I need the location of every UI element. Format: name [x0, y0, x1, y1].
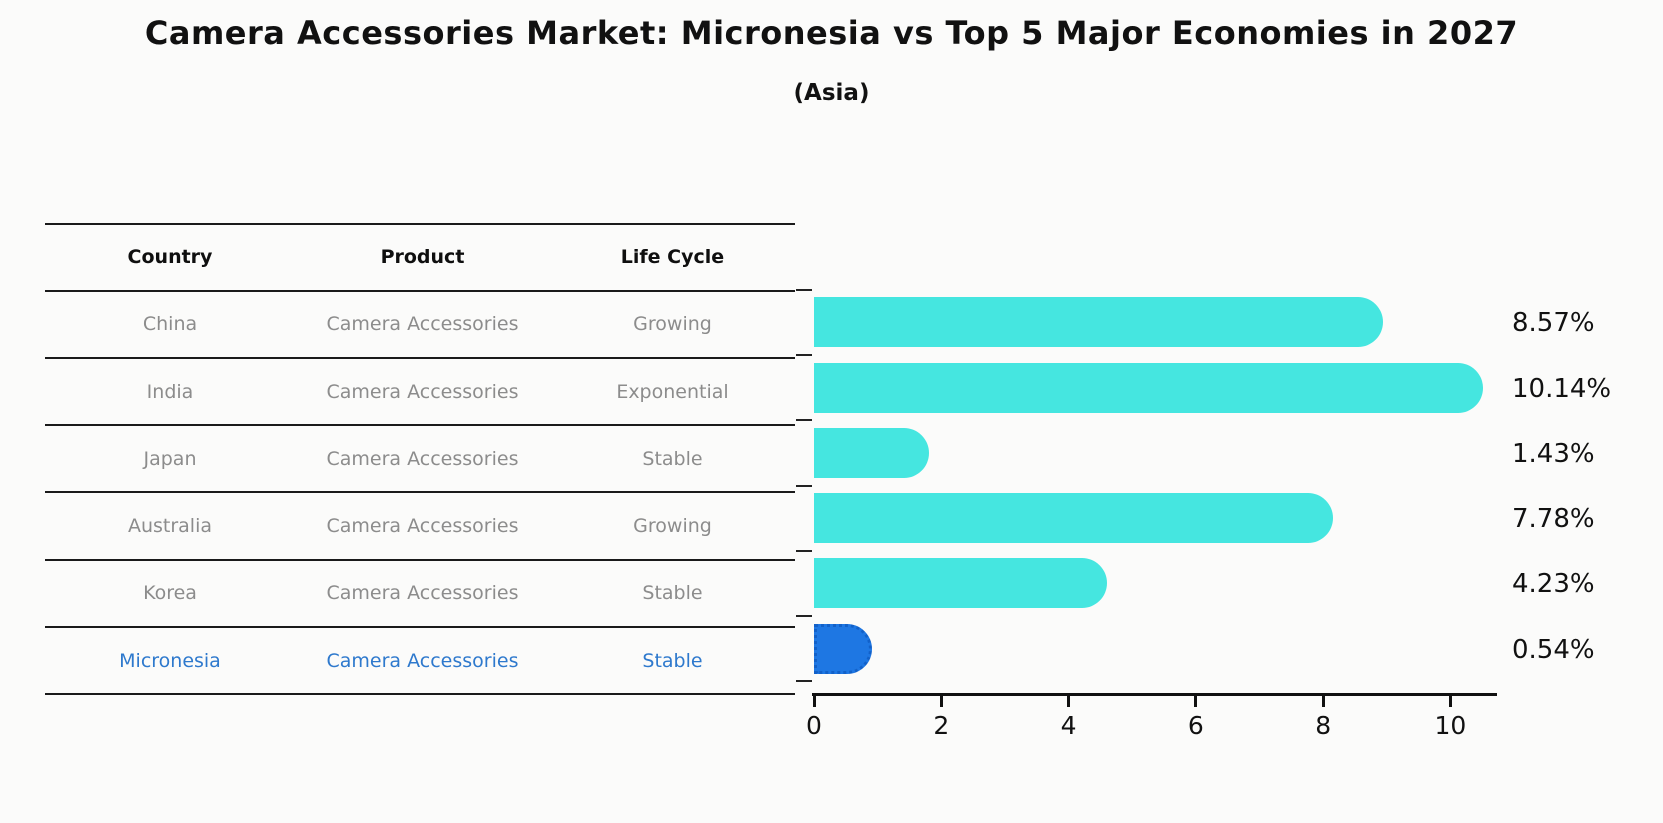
- bar-value-label: 10.14%: [1512, 373, 1612, 404]
- cell-life-cycle: Growing: [633, 515, 712, 538]
- x-tick-label: 8: [1315, 711, 1332, 740]
- x-axis-line: [812, 693, 1497, 696]
- cell-product: Camera Accessories: [326, 380, 519, 403]
- y-axis-tick: [796, 353, 812, 356]
- country-table: Country Product Life Cycle China Camera …: [45, 223, 795, 696]
- bar: [814, 427, 929, 478]
- x-axis-tick: [1448, 696, 1452, 707]
- x-axis-tick: [812, 696, 816, 707]
- cell-country: Japan: [143, 447, 197, 470]
- x-tick-label: 2: [933, 711, 950, 740]
- y-axis-tick: [796, 549, 812, 552]
- bar-value-label: 8.57%: [1512, 308, 1595, 339]
- bar: [814, 362, 1484, 413]
- table-row-china: China Camera Accessories Growing: [45, 289, 795, 357]
- header-product: Product: [380, 246, 465, 269]
- chart-subtitle: (Asia): [793, 80, 870, 106]
- header-life-cycle: Life Cycle: [620, 246, 725, 269]
- x-tick-label: 10: [1434, 711, 1467, 740]
- cell-product: Camera Accessories: [326, 313, 519, 336]
- cell-life-cycle: Exponential: [616, 380, 729, 403]
- bar: [814, 623, 873, 674]
- cell-product: Camera Accessories: [326, 447, 519, 470]
- bar: [814, 297, 1384, 348]
- x-axis-tick: [1067, 696, 1071, 707]
- header-country: Country: [127, 246, 213, 269]
- x-axis-tick: [1194, 696, 1198, 707]
- table-row-korea: Korea Camera Accessories Stable: [45, 558, 795, 626]
- x-tick-label: 0: [806, 711, 822, 740]
- cell-product: Camera Accessories: [326, 515, 519, 538]
- cell-country: China: [142, 313, 198, 336]
- bar-value-label: 7.78%: [1512, 504, 1595, 535]
- bar-value-label: 4.23%: [1512, 569, 1595, 600]
- cell-country: India: [146, 380, 194, 403]
- bar-value-label: 1.43%: [1512, 438, 1595, 469]
- chart-title: Camera Accessories Market: Micronesia vs…: [144, 14, 1519, 52]
- table-row-micronesia: Micronesia Camera Accessories Stable: [45, 626, 795, 693]
- cell-country: Australia: [127, 515, 213, 538]
- table-header-row: Country Product Life Cycle: [45, 223, 795, 290]
- cell-life-cycle: Stable: [642, 582, 703, 605]
- cell-country: Korea: [143, 582, 197, 605]
- y-axis-tick: [796, 419, 812, 422]
- x-tick-label: 4: [1060, 711, 1077, 740]
- cell-product: Camera Accessories: [326, 649, 519, 672]
- y-axis-tick: [796, 288, 812, 291]
- y-axis-tick: [796, 615, 812, 618]
- x-axis-tick: [1321, 696, 1325, 707]
- bar: [814, 558, 1108, 609]
- bar-value-label: 0.54%: [1512, 634, 1595, 665]
- y-axis-tick: [796, 680, 812, 683]
- cell-life-cycle: Stable: [642, 649, 703, 672]
- cell-country: Micronesia: [119, 649, 221, 672]
- table-row-india: India Camera Accessories Exponential: [45, 356, 795, 424]
- table-row-japan: Japan Camera Accessories Stable: [45, 424, 795, 491]
- cell-life-cycle: Stable: [642, 447, 703, 470]
- x-tick-label: 6: [1187, 711, 1204, 740]
- cell-product: Camera Accessories: [326, 582, 519, 605]
- table-row-australia: Australia Camera Accessories Growing: [45, 491, 795, 558]
- x-axis-tick: [939, 696, 943, 707]
- bar: [814, 493, 1334, 544]
- y-axis-tick: [796, 484, 812, 487]
- cell-life-cycle: Growing: [633, 313, 712, 336]
